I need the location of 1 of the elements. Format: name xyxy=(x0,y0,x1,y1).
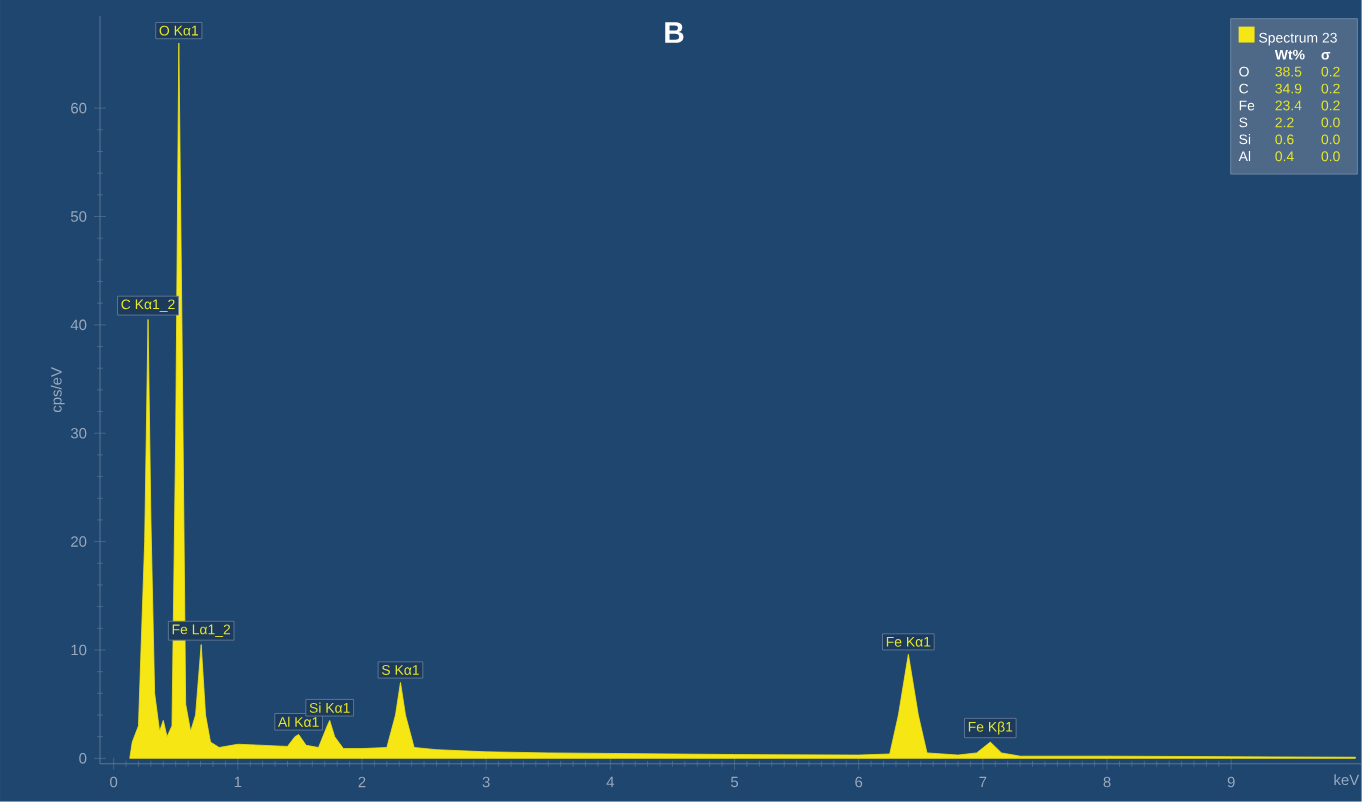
chart-title: B xyxy=(665,22,684,43)
